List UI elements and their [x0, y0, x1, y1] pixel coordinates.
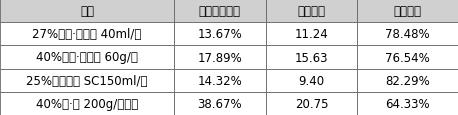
Text: 11.24: 11.24 [294, 28, 328, 41]
Text: 平均病指: 平均病指 [297, 5, 326, 18]
Text: 78.48%: 78.48% [385, 28, 430, 41]
Bar [266, 46, 357, 69]
Bar [357, 46, 458, 69]
Bar [0, 69, 174, 92]
Text: 82.29%: 82.29% [385, 74, 430, 87]
Bar [174, 46, 266, 69]
Bar [174, 92, 266, 115]
Bar [357, 69, 458, 92]
Text: 病指防效: 病指防效 [393, 5, 422, 18]
Text: 15.63: 15.63 [294, 51, 328, 64]
Text: 13.67%: 13.67% [197, 28, 242, 41]
Text: 64.33%: 64.33% [385, 97, 430, 110]
Text: 27%戊唑·噻霉酮 40ml/亩: 27%戊唑·噻霉酮 40ml/亩 [33, 28, 142, 41]
Text: 14.32%: 14.32% [197, 74, 242, 87]
Bar [357, 92, 458, 115]
Bar [0, 92, 174, 115]
Bar [0, 0, 174, 23]
Bar [266, 69, 357, 92]
Text: 25%氰烯菌酯 SC150ml/亩: 25%氰烯菌酯 SC150ml/亩 [26, 74, 148, 87]
Bar [357, 23, 458, 46]
Text: 40%多·酮 200g/亩处理: 40%多·酮 200g/亩处理 [36, 97, 138, 110]
Bar [0, 46, 174, 69]
Bar [174, 23, 266, 46]
Text: 76.54%: 76.54% [385, 51, 430, 64]
Text: 9.40: 9.40 [298, 74, 325, 87]
Text: 17.89%: 17.89% [197, 51, 242, 64]
Text: 赤霉病病株率: 赤霉病病株率 [199, 5, 241, 18]
Text: 38.67%: 38.67% [197, 97, 242, 110]
Bar [266, 23, 357, 46]
Text: 20.75: 20.75 [294, 97, 328, 110]
Bar [0, 23, 174, 46]
Bar [266, 92, 357, 115]
Bar [174, 0, 266, 23]
Bar [357, 0, 458, 23]
Bar [266, 0, 357, 23]
Text: 40%戊唑·咪鲜胺 60g/亩: 40%戊唑·咪鲜胺 60g/亩 [36, 51, 138, 64]
Text: 处理: 处理 [80, 5, 94, 18]
Bar [174, 69, 266, 92]
